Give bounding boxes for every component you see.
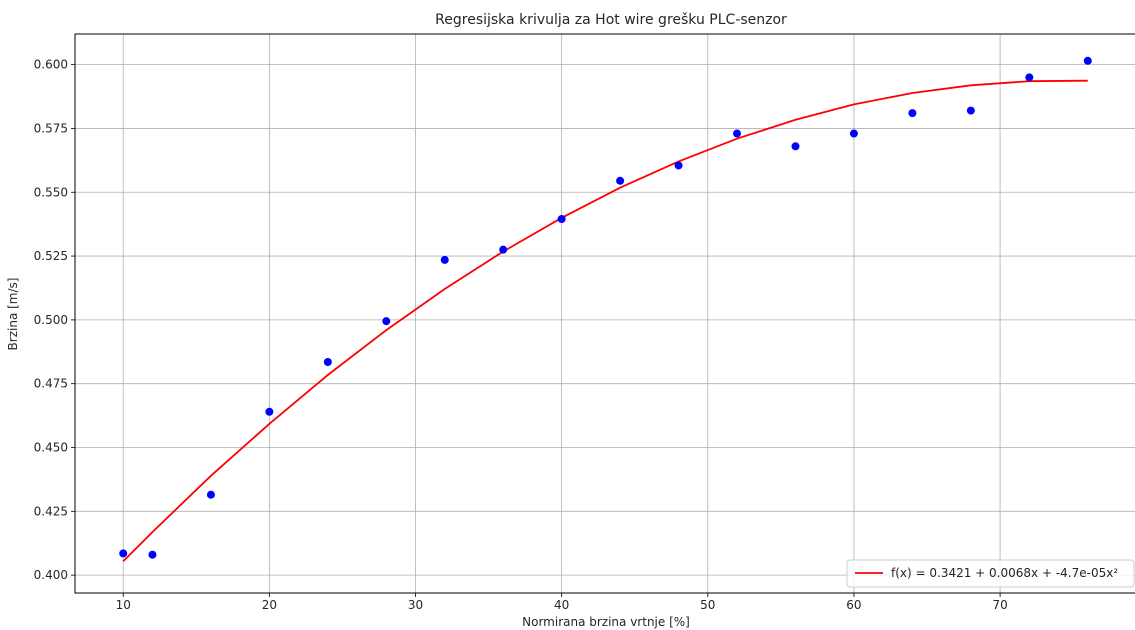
x-tick-label: 50 <box>700 598 715 612</box>
y-tick-label: 0.400 <box>34 568 68 582</box>
data-point <box>616 176 625 185</box>
y-tick-label: 0.600 <box>34 58 68 72</box>
x-tick-label: 30 <box>408 598 423 612</box>
x-tick-label: 10 <box>116 598 131 612</box>
y-tick-label: 0.450 <box>34 441 68 455</box>
data-point <box>1083 56 1092 65</box>
data-point <box>733 129 742 138</box>
y-tick-label: 0.475 <box>34 377 68 391</box>
data-point <box>119 549 128 558</box>
y-tick-label: 0.425 <box>34 504 68 518</box>
legend: f(x) = 0.3421 + 0.0068x + -4.7e-05x² <box>846 559 1135 588</box>
axis-ticks: 10 20 30 40 50 60 70 0.400 0.425 0.450 0.475 0.500 0… <box>34 58 1008 612</box>
plot-frame <box>74 33 1135 594</box>
chart-title: Regresijska krivulja za Hot wire grešku … <box>435 12 787 28</box>
y-axis-label: Brzina [m/s] <box>6 278 20 351</box>
data-point <box>265 407 274 416</box>
data-point <box>323 357 332 366</box>
x-tick-label: 70 <box>992 598 1007 612</box>
x-tick-label: 20 <box>262 598 277 612</box>
data-series <box>119 56 1092 562</box>
legend-label: f(x) = 0.3421 + 0.0068x + -4.7e-05x² <box>891 566 1118 580</box>
y-tick-label: 0.525 <box>34 249 68 263</box>
grid-lines <box>75 34 1135 593</box>
y-tick-label: 0.500 <box>34 313 68 327</box>
x-tick-label: 60 <box>846 598 861 612</box>
data-point <box>206 490 215 499</box>
data-point <box>557 215 566 224</box>
x-tick-label: 40 <box>554 598 569 612</box>
legend-box <box>846 559 1135 588</box>
y-tick-label: 0.550 <box>34 185 68 199</box>
data-point <box>1025 73 1034 82</box>
data-point <box>148 550 157 559</box>
data-point <box>966 106 975 115</box>
data-point <box>674 161 683 170</box>
x-axis-label: Normirana brzina vrtnje [%] <box>522 615 690 629</box>
data-point <box>791 142 800 151</box>
data-point <box>908 109 917 118</box>
data-point <box>440 255 449 264</box>
data-point <box>382 317 391 326</box>
regression-line <box>122 79 1088 562</box>
data-point <box>849 129 858 138</box>
y-tick-label: 0.575 <box>34 121 68 135</box>
data-point <box>499 245 508 254</box>
